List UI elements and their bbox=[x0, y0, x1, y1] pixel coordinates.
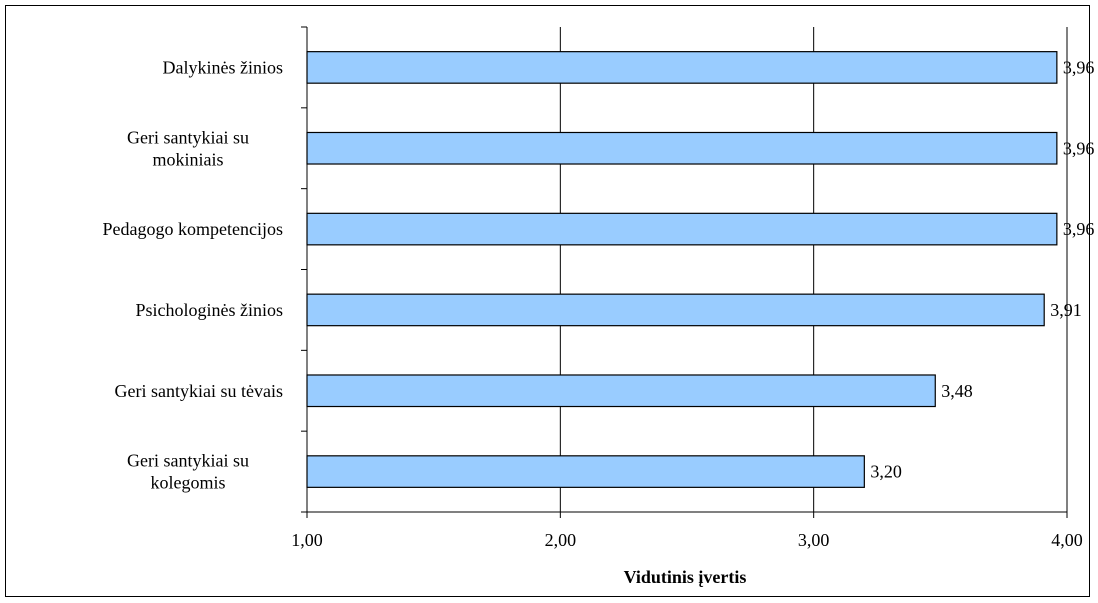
x-tick-label: 1,00 bbox=[291, 530, 323, 550]
category-label: Psichologinės žinios bbox=[136, 300, 284, 320]
labels: 1,00 2,00 3,00 4,00 3,96 Dalykinės žinios 3,96… bbox=[103, 57, 1095, 550]
data-label: 3,96 bbox=[1063, 219, 1095, 239]
grid-lines bbox=[306, 27, 1068, 512]
x-tick-label: 2,00 bbox=[545, 530, 577, 550]
data-label: 3,20 bbox=[870, 462, 902, 482]
bar bbox=[306, 212, 1058, 246]
x-axis-title: Vidutinis įvertis bbox=[624, 567, 747, 587]
data-label: 3,91 bbox=[1050, 300, 1082, 320]
category-label: Geri santykiai su mokiniais bbox=[127, 127, 249, 169]
bar bbox=[306, 131, 1058, 165]
category-label: Pedagogo kompetencijos bbox=[103, 219, 283, 239]
data-label: 3,48 bbox=[941, 381, 973, 401]
axes bbox=[301, 26, 1068, 518]
x-tick-label: 3,00 bbox=[798, 530, 830, 550]
bar bbox=[306, 455, 865, 488]
bar bbox=[306, 374, 936, 408]
bar bbox=[306, 293, 1045, 327]
category-label: Dalykinės žinios bbox=[163, 57, 283, 77]
bar bbox=[306, 51, 1058, 84]
data-label: 3,96 bbox=[1063, 138, 1095, 158]
category-label: Geri santykiai su kolegomis bbox=[127, 451, 249, 493]
bars bbox=[306, 51, 1058, 488]
data-label: 3,96 bbox=[1063, 57, 1095, 77]
category-label: Geri santykiai su tėvais bbox=[115, 381, 283, 401]
x-tick-label: 4,00 bbox=[1051, 530, 1083, 550]
